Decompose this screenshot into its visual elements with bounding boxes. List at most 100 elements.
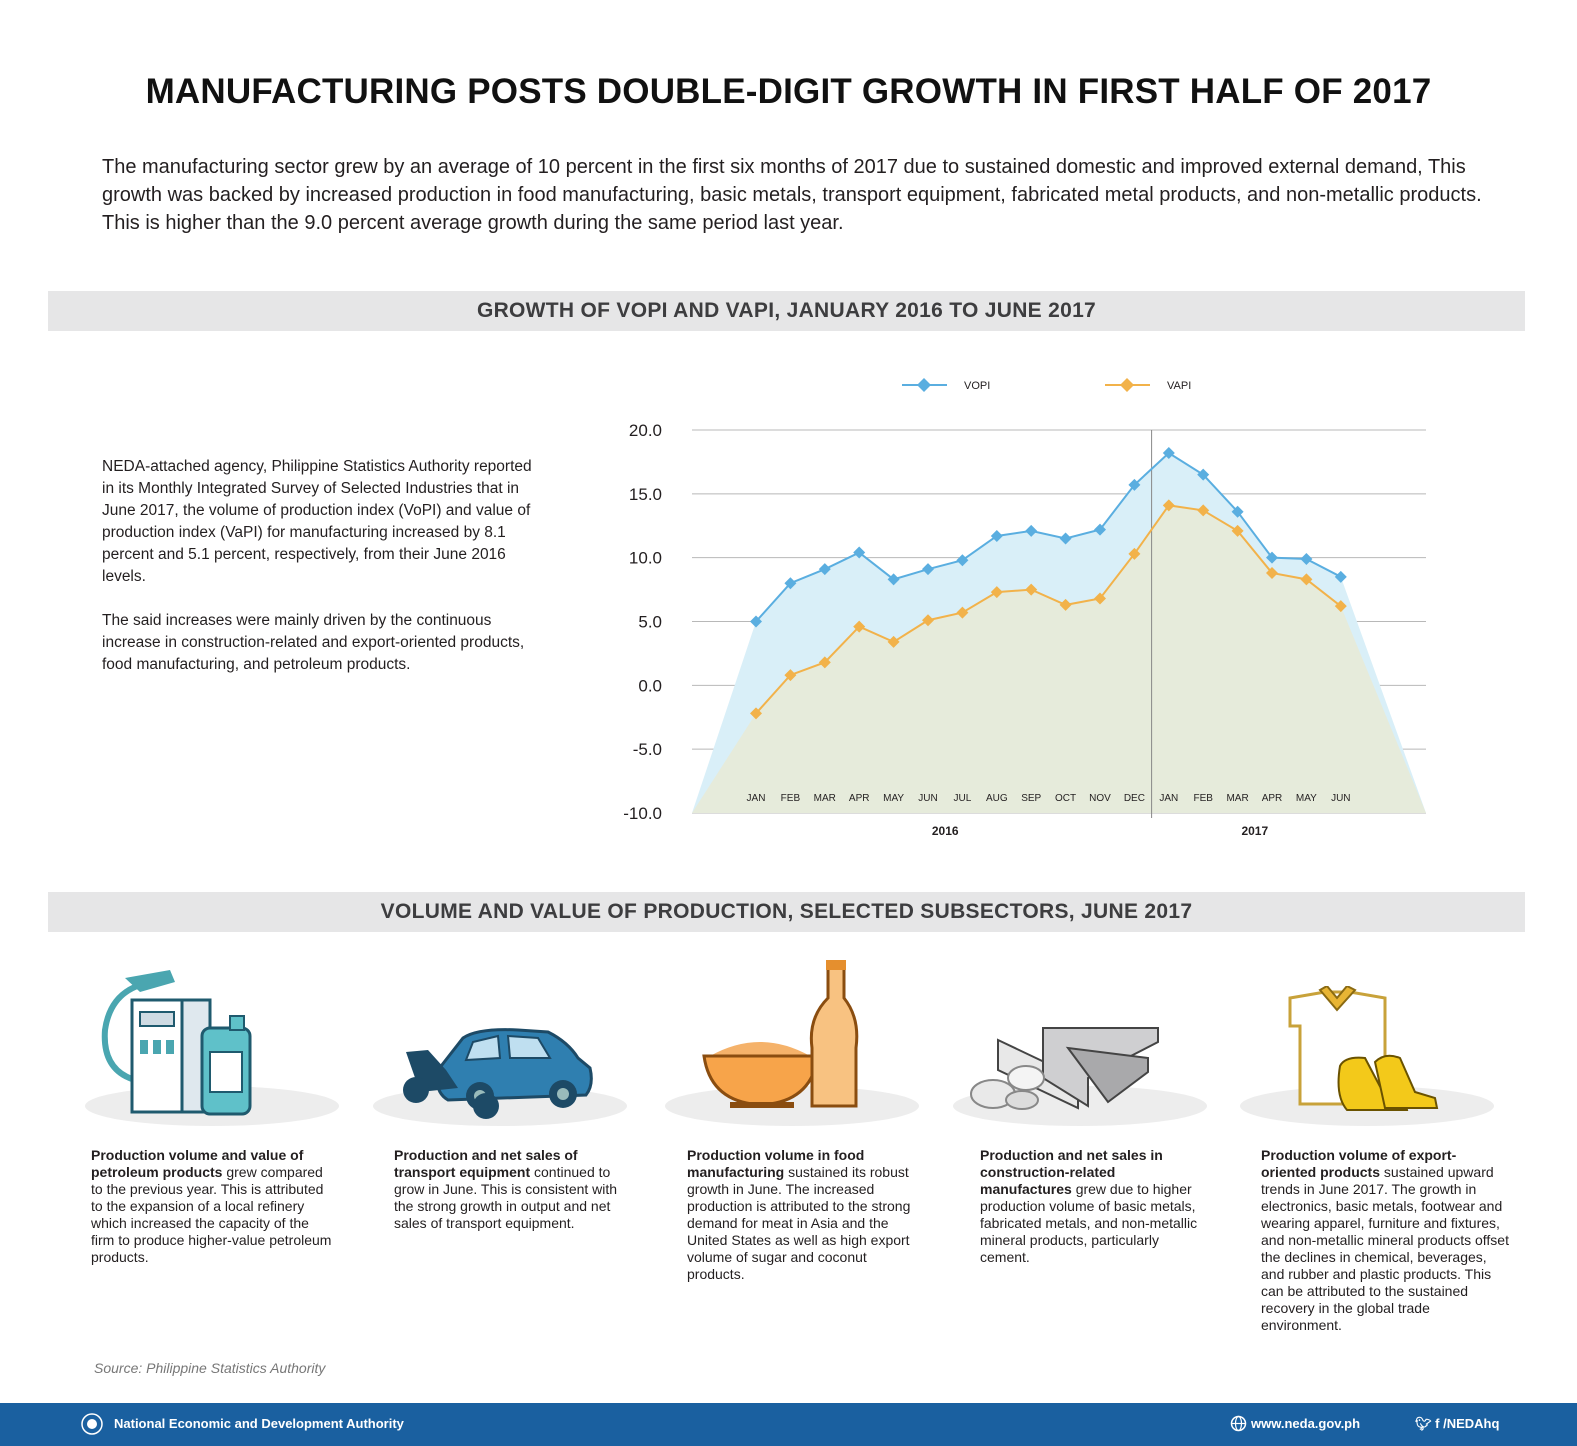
card-transport-text: continued to grow in June. This is consi… bbox=[394, 1164, 618, 1231]
data-point-vopi bbox=[1197, 468, 1210, 481]
x-tick-label: OCT bbox=[1055, 793, 1076, 804]
data-point-vopi bbox=[1300, 552, 1313, 565]
section-title-chart: GROWTH OF VOPI AND VAPI, JANUARY 2016 TO… bbox=[476, 299, 1097, 322]
section-title-subsectors: VOLUME AND VALUE OF PRODUCTION, SELECTED… bbox=[380, 900, 1193, 923]
x-tick-label: MAR bbox=[1226, 793, 1248, 804]
footer-bar: National Economic and Development Author… bbox=[0, 1403, 1577, 1446]
data-point-vopi bbox=[1094, 523, 1106, 536]
data-point-vapi bbox=[922, 614, 934, 627]
year-label: 2016 bbox=[932, 824, 959, 838]
x-tick-label: MAY bbox=[883, 793, 904, 804]
data-point-vapi bbox=[956, 606, 969, 619]
fuel-pump-icon bbox=[85, 970, 339, 1126]
x-tick-label: DEC bbox=[1124, 793, 1145, 804]
x-tick-label: AUG bbox=[986, 793, 1008, 804]
data-point-vopi bbox=[956, 554, 969, 567]
facebook-icon: f bbox=[1435, 1416, 1440, 1431]
footer-social-link[interactable]: 🐦︎ f /NEDAhq bbox=[1415, 1416, 1499, 1432]
card-export: Production volume of export-oriented pro… bbox=[1261, 1147, 1511, 1334]
card-construction-bold: Production and net sales in construction… bbox=[980, 1147, 1163, 1197]
construction-materials-icon bbox=[953, 1027, 1207, 1126]
legend-marker-vopi bbox=[917, 378, 931, 392]
card-construction-text: grew due to higher production volume of … bbox=[980, 1181, 1198, 1265]
food-bowl-and-bottle-icon bbox=[665, 960, 919, 1126]
data-point-vapi bbox=[1059, 598, 1072, 611]
data-point-vapi bbox=[784, 669, 797, 682]
card-transport: Production and net sales of transport eq… bbox=[394, 1147, 622, 1232]
y-tick-label: 10.0 bbox=[629, 549, 662, 568]
x-tick-label: APR bbox=[849, 793, 870, 804]
y-tick-label: 20.0 bbox=[629, 421, 662, 440]
data-point-vopi bbox=[887, 573, 900, 586]
x-tick-label: JUL bbox=[954, 793, 972, 804]
side-text: NEDA-attached agency, Philippine Statist… bbox=[102, 456, 542, 698]
year-label: 2017 bbox=[1241, 824, 1268, 838]
neda-seal-icon bbox=[81, 1413, 103, 1435]
data-point-vopi bbox=[1162, 446, 1175, 459]
legend-label: VAPI bbox=[1167, 380, 1191, 392]
data-point-vopi bbox=[1025, 524, 1038, 537]
x-tick-label: JAN bbox=[747, 793, 766, 804]
x-tick-label: JUN bbox=[1331, 793, 1350, 804]
data-point-vapi bbox=[750, 707, 762, 720]
data-point-vopi bbox=[990, 529, 1003, 542]
data-point-vopi bbox=[1231, 505, 1244, 518]
data-point-vopi bbox=[1334, 570, 1347, 583]
data-point-vapi bbox=[1334, 600, 1347, 613]
data-point-vapi bbox=[1266, 566, 1278, 579]
data-point-vapi bbox=[887, 635, 900, 648]
card-transport-bold: Production and net sales of transport eq… bbox=[394, 1147, 578, 1180]
data-point-vapi bbox=[1025, 583, 1038, 596]
x-tick-label: JUN bbox=[918, 793, 937, 804]
y-tick-label: 0.0 bbox=[638, 676, 662, 695]
x-tick-label: APR bbox=[1262, 793, 1283, 804]
data-point-vapi bbox=[990, 586, 1003, 599]
x-tick-label: SEP bbox=[1021, 793, 1041, 804]
data-point-vapi bbox=[1094, 592, 1106, 605]
data-point-vapi bbox=[1197, 504, 1210, 517]
data-point-vopi bbox=[922, 563, 934, 576]
x-tick-label: MAY bbox=[1296, 793, 1317, 804]
side-paragraph-1: NEDA-attached agency, Philippine Statist… bbox=[102, 458, 532, 585]
x-tick-label: FEB bbox=[781, 793, 801, 804]
data-point-vopi bbox=[1266, 551, 1278, 564]
x-tick-label: MAR bbox=[814, 793, 836, 804]
data-point-vopi bbox=[1128, 478, 1141, 491]
page-title: MANUFACTURING POSTS DOUBLE-DIGIT GROWTH … bbox=[145, 72, 1432, 111]
card-export-text: sustained upward trends in June 2017. Th… bbox=[1261, 1164, 1509, 1333]
data-point-vapi bbox=[818, 656, 831, 669]
x-tick-label: FEB bbox=[1193, 793, 1213, 804]
data-point-vopi bbox=[853, 546, 866, 559]
side-paragraph-2: The said increases were mainly driven by… bbox=[102, 612, 525, 673]
footer-website-link[interactable]: www.neda.gov.ph bbox=[1251, 1416, 1361, 1431]
card-export-bold: Production volume of export-oriented pro… bbox=[1261, 1147, 1457, 1180]
series-line-vapi bbox=[755, 504, 1342, 715]
card-petroleum-bold: Production volume and value of petroleum… bbox=[91, 1147, 304, 1180]
data-point-vapi bbox=[1128, 547, 1141, 560]
series-line-vopi bbox=[755, 451, 1342, 623]
card-construction: Production and net sales in construction… bbox=[980, 1147, 1208, 1266]
footer-org: National Economic and Development Author… bbox=[114, 1416, 404, 1431]
section-band-subsectors: VOLUME AND VALUE OF PRODUCTION, SELECTED… bbox=[48, 892, 1525, 932]
series-area-vapi bbox=[692, 505, 1426, 813]
card-petroleum-text: grew compared to the previous year. This… bbox=[91, 1164, 332, 1265]
twitter-icon: 🐦︎ bbox=[1415, 1416, 1432, 1431]
card-food-bold: Production volume in food manufacturing bbox=[687, 1147, 865, 1180]
data-point-vopi bbox=[750, 615, 762, 628]
data-point-vopi bbox=[818, 563, 831, 576]
y-tick-label: -10.0 bbox=[623, 804, 662, 823]
apparel-and-footwear-icon bbox=[1240, 986, 1494, 1126]
growth-chart: 20.0 15.0 10.0 5.0 0.0 -5.0 -10.0 JAN FEB MAR APR M… bbox=[623, 378, 1426, 838]
card-food-text: sustained its robust growth in June. The… bbox=[687, 1164, 911, 1282]
y-tick-label: -5.0 bbox=[633, 740, 662, 759]
data-point-vapi bbox=[1162, 499, 1175, 512]
x-tick-label: NOV bbox=[1089, 793, 1111, 804]
data-point-vopi bbox=[784, 577, 797, 590]
data-point-vopi bbox=[1059, 532, 1072, 545]
source-note: Source: Philippine Statistics Authority bbox=[94, 1360, 326, 1376]
y-tick-label: 5.0 bbox=[638, 613, 662, 632]
card-food: Production volume in food manufacturing … bbox=[687, 1147, 919, 1283]
data-point-vapi bbox=[1300, 573, 1313, 586]
y-tick-label: 15.0 bbox=[629, 485, 662, 504]
x-tick-label: JAN bbox=[1159, 793, 1178, 804]
